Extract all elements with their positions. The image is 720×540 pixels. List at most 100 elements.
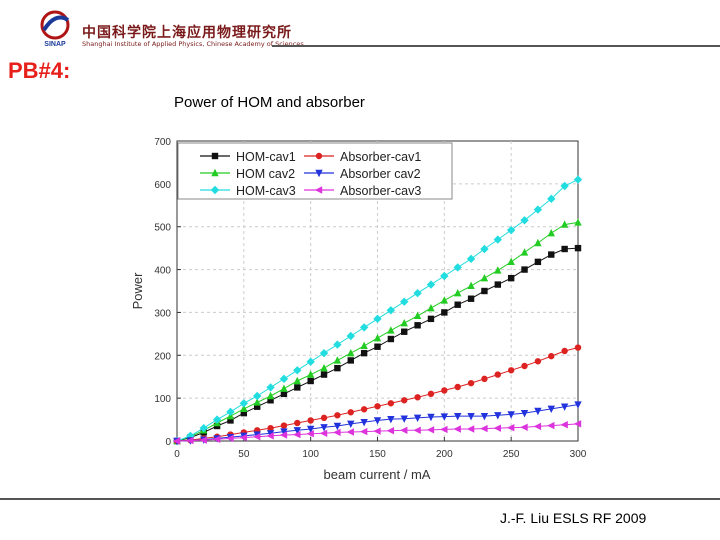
data-point-hom-cav2 (560, 220, 569, 228)
data-point-hom-cav3 (533, 205, 543, 214)
legend-marker-absorber-cav3 (314, 186, 323, 194)
data-point-hom-cav2 (240, 404, 248, 413)
y-tick-label: 500 (154, 223, 171, 234)
data-point-absorber-cav2 (534, 407, 542, 416)
series-hom-cav3 (172, 175, 583, 446)
data-point-absorber-cav2 (333, 422, 342, 431)
data-point-absorber-cav3 (466, 425, 475, 433)
data-point-absorber-cav3 (239, 433, 248, 442)
data-point-hom-cav3 (346, 331, 355, 341)
data-point-absorber-cav2 (373, 417, 382, 425)
data-point-hom-cav1 (307, 377, 314, 385)
data-point-hom-cav1 (454, 301, 461, 308)
data-point-hom-cav2 (547, 228, 555, 237)
data-point-absorber-cav2 (547, 405, 555, 414)
data-point-hom-cav2 (494, 266, 502, 274)
data-point-absorber-cav1 (401, 397, 408, 404)
data-point-absorber-cav3 (346, 428, 354, 436)
data-point-absorber-cav3 (293, 430, 301, 439)
data-point-absorber-cav3 (426, 426, 435, 434)
data-point-hom-cav2 (333, 356, 342, 364)
data-point-hom-cav3 (506, 225, 516, 235)
data-point-absorber-cav1 (334, 412, 341, 419)
data-point-hom-cav1 (534, 258, 542, 266)
data-point-absorber-cav1 (360, 406, 368, 413)
data-point-absorber-cav3 (440, 425, 448, 434)
data-point-absorber-cav3 (212, 435, 221, 443)
data-point-absorber-cav2 (507, 411, 515, 419)
x-tick-label: 150 (369, 449, 386, 460)
data-point-hom-cav2 (387, 326, 395, 334)
data-point-absorber-cav3 (480, 424, 488, 433)
data-point-absorber-cav3 (306, 430, 314, 438)
x-tick-label: 300 (570, 449, 587, 460)
data-point-absorber-cav3 (186, 436, 194, 445)
data-point-hom-cav3 (306, 357, 315, 366)
data-point-hom-cav2 (440, 296, 449, 304)
data-point-absorber-cav3 (560, 421, 568, 429)
data-point-absorber-cav2 (280, 428, 288, 436)
data-point-absorber-cav2 (293, 427, 301, 435)
data-point-hom-cav2 (534, 238, 542, 247)
data-point-hom-cav3 (239, 399, 249, 408)
institute-name-chinese: 中国科学院上海应用物理研究所 (82, 25, 292, 41)
data-point-absorber-cav3 (319, 429, 328, 437)
data-point-hom-cav3 (253, 391, 262, 401)
data-point-hom-cav3 (453, 263, 462, 272)
data-point-absorber-cav1 (494, 371, 501, 378)
legend-marker-hom-cav1 (211, 152, 219, 160)
data-point-hom-cav1 (414, 322, 421, 329)
data-point-hom-cav2 (400, 318, 408, 327)
data-point-absorber-cav2 (387, 415, 395, 424)
data-point-absorber-cav3 (506, 424, 515, 432)
institute-name-english: Shanghai Institute of Applied Physics, C… (82, 40, 304, 48)
data-point-absorber-cav2 (454, 412, 462, 421)
data-point-hom-cav3 (266, 383, 275, 392)
data-point-hom-cav2 (427, 303, 435, 312)
data-point-absorber-cav3 (453, 425, 461, 433)
x-tick-label: 100 (302, 449, 319, 460)
legend-marker-absorber-cav2 (315, 169, 323, 178)
data-point-hom-cav2 (454, 288, 462, 297)
data-point-hom-cav1 (441, 309, 448, 316)
x-axis-label: beam current / mA (324, 467, 431, 482)
data-point-hom-cav2 (306, 370, 315, 378)
legend-label-hom-cav1: HOM-cav1 (236, 150, 296, 164)
data-point-absorber-cav1 (467, 379, 475, 387)
series-hom-cav1 (173, 244, 582, 445)
data-point-absorber-cav1 (561, 347, 568, 355)
data-point-absorber-cav1 (374, 403, 381, 410)
data-point-hom-cav1 (360, 349, 368, 357)
sinap-logo-text: SINAP (44, 41, 66, 48)
data-point-absorber-cav1 (307, 417, 314, 424)
data-point-absorber-cav1 (347, 409, 354, 416)
series-absorber-cav3 (172, 420, 582, 445)
data-point-hom-cav3 (547, 194, 556, 204)
x-tick-label: 200 (436, 449, 453, 460)
header-divider (272, 45, 720, 47)
legend-label-absorber-cav1: Absorber-cav1 (340, 150, 421, 164)
data-point-absorber-cav3 (400, 426, 408, 434)
data-point-hom-cav1 (240, 409, 248, 417)
legend-marker-absorber-cav1 (315, 152, 323, 160)
data-point-hom-cav2 (480, 273, 489, 282)
data-point-hom-cav1 (467, 295, 475, 302)
data-point-absorber-cav2 (347, 420, 355, 429)
series (172, 175, 583, 446)
data-point-absorber-cav2 (440, 413, 449, 421)
data-point-absorber-cav2 (413, 414, 422, 423)
data-point-absorber-cav1 (481, 375, 488, 383)
chart-title: Power of HOM and absorber (174, 94, 365, 111)
legend-marker-hom-cav3 (210, 185, 220, 195)
data-point-hom-cav3 (226, 407, 235, 417)
data-point-absorber-cav2 (360, 418, 368, 427)
data-point-absorber-cav1 (427, 390, 435, 398)
data-point-hom-cav2 (520, 248, 529, 256)
data-point-hom-cav1 (521, 266, 528, 273)
data-point-absorber-cav1 (521, 362, 528, 370)
data-point-hom-cav1 (507, 274, 515, 282)
data-point-absorber-cav2 (320, 424, 328, 432)
data-point-absorber-cav3 (279, 431, 288, 439)
data-point-absorber-cav3 (253, 433, 261, 441)
